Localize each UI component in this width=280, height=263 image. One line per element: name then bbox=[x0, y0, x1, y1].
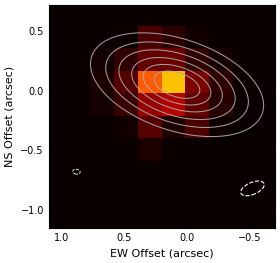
X-axis label: EW Offset (arcsec): EW Offset (arcsec) bbox=[110, 248, 214, 258]
Y-axis label: NS Offset (arcsec): NS Offset (arcsec) bbox=[5, 66, 15, 167]
